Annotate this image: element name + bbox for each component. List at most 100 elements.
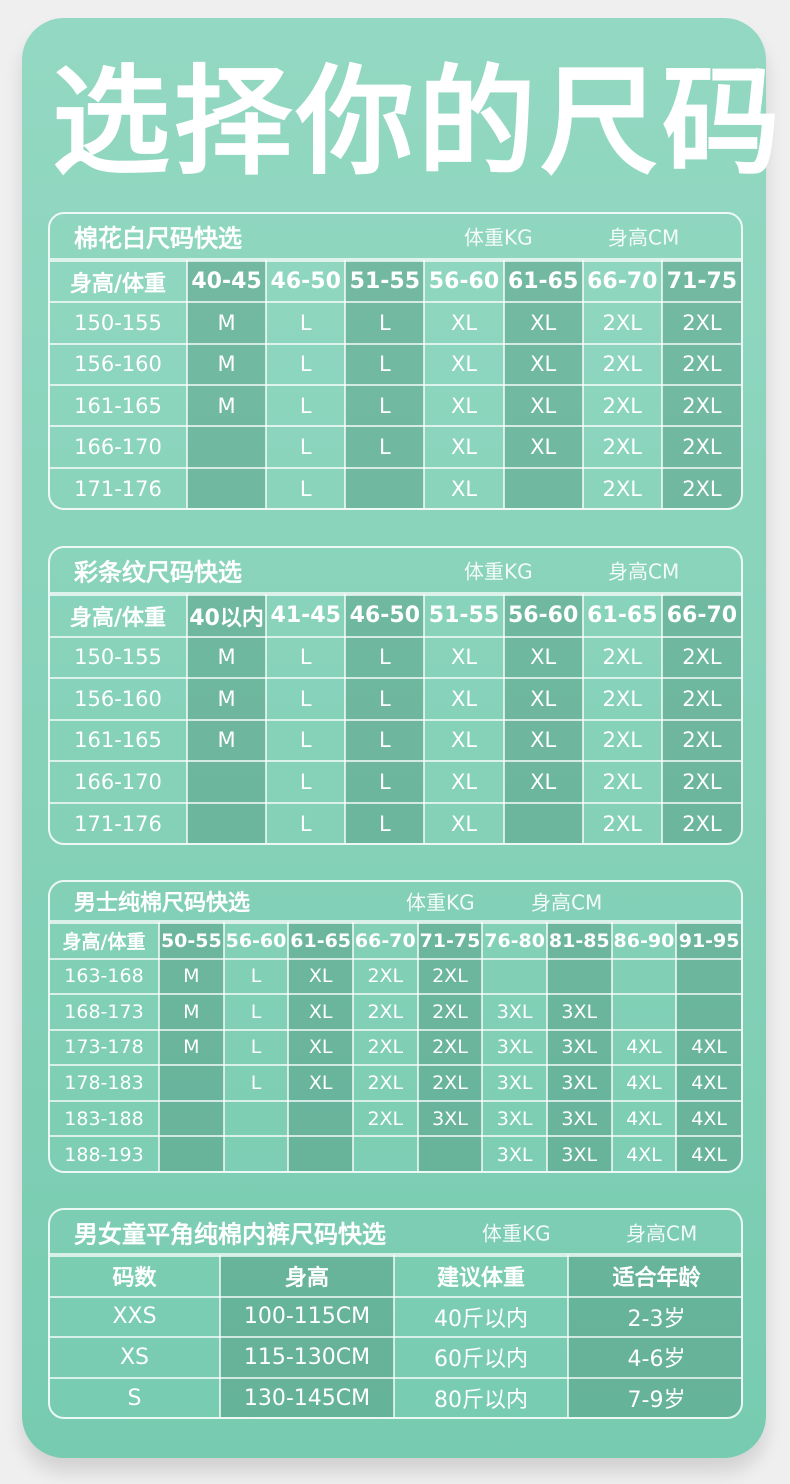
table-row: 150-155 M L L XL XL 2XL 2XL: [50, 635, 741, 679]
size-cell: L: [344, 801, 426, 843]
size-cell: L: [222, 993, 290, 1031]
size-cell: 2XL: [351, 1064, 419, 1102]
size-cell: [610, 993, 678, 1031]
size-cell: L: [344, 635, 426, 679]
row-label: 188-193: [50, 1135, 160, 1171]
row-label: 163-168: [50, 957, 160, 996]
size-cell: 2XL: [416, 957, 484, 996]
size-cell: XL: [423, 718, 505, 762]
page-title: 选择你的尺码: [52, 53, 785, 191]
size-cell: M: [185, 718, 268, 762]
size-cell: L: [265, 718, 347, 762]
column-header: 码数: [50, 1255, 221, 1298]
size-cell: [222, 1135, 290, 1171]
size-cell: [185, 760, 268, 804]
size-cell: XL: [287, 957, 354, 996]
column-header: 76-80: [481, 922, 548, 960]
column-header: 40以内: [185, 594, 268, 638]
size-cell: 4-6岁: [567, 1336, 741, 1379]
table-row: XXS 100-115CM 40斤以内 2-3岁: [50, 1295, 741, 1338]
table-row: 156-160 M L L XL XL 2XL 2XL: [50, 677, 741, 721]
size-cell: 3XL: [545, 1064, 613, 1102]
size-cell: XL: [287, 1028, 354, 1067]
size-cell: 4XL: [610, 1099, 678, 1138]
column-header: 66-70: [660, 594, 741, 638]
weight-unit-label: 体重KG: [482, 1221, 551, 1245]
size-cell: 3XL: [545, 1099, 613, 1138]
row-label: 166-170: [50, 760, 188, 804]
table-row: 178-183 L XL 2XL 2XL 3XL 3XL 4XL 4XL: [50, 1064, 741, 1102]
size-cell: 2XL: [660, 760, 741, 804]
row-label: 161-165: [50, 718, 188, 762]
row-label: 183-188: [50, 1099, 160, 1138]
size-cell: XL: [502, 718, 584, 762]
size-cell: L: [265, 801, 347, 843]
size-cell: 130-145CM: [219, 1376, 395, 1417]
column-header: 56-60: [222, 922, 290, 960]
row-label: S: [50, 1376, 221, 1417]
size-cell: 2XL: [581, 677, 663, 721]
size-cell: XL: [502, 760, 584, 804]
size-cell: [675, 957, 741, 996]
row-label: XS: [50, 1336, 221, 1379]
size-cell: 2XL: [660, 718, 741, 762]
size-cell: 2XL: [416, 993, 484, 1031]
column-header: 身高/体重: [50, 922, 160, 960]
size-cell: 2XL: [660, 466, 741, 508]
size-cell: 2XL: [660, 383, 741, 428]
size-cell: L: [265, 425, 347, 469]
size-table-3: 男士纯棉尺码快选 体重KG 身高CM 身高/体重 50-55 56-60 61-65 66-7…: [48, 880, 743, 1173]
size-cell: 2XL: [581, 425, 663, 469]
height-unit-label: 身高CM: [608, 559, 680, 584]
size-cell: L: [265, 301, 347, 345]
column-header: 身高/体重: [50, 259, 188, 304]
table-row: 166-170 L L XL XL 2XL 2XL: [50, 760, 741, 804]
size-cell: 3XL: [545, 993, 613, 1031]
table-title-bar: 彩条纹尺码快选 体重KG 身高CM: [50, 548, 741, 594]
size-cell: [158, 1064, 225, 1102]
size-cell: XL: [502, 677, 584, 721]
weight-unit-label: 体重KG: [406, 890, 475, 915]
table-title: 男士纯棉尺码快选: [74, 891, 251, 916]
size-cell: 60斤以内: [393, 1336, 569, 1379]
size-cell: 100-115CM: [219, 1295, 395, 1338]
size-cell: [185, 466, 268, 508]
table-title-bar: 棉花白尺码快选 体重KG 身高CM: [50, 214, 741, 260]
table-row: 166-170 L L XL XL 2XL 2XL: [50, 425, 741, 469]
size-cell: [344, 466, 426, 508]
size-cell: 4XL: [610, 1064, 678, 1102]
size-cell: 4XL: [675, 1099, 741, 1138]
size-table-2: 彩条纹尺码快选 体重KG 身高CM 身高/体重 40以内 41-45 46-50 51-55 5…: [48, 546, 743, 845]
header-row: 身高/体重 50-55 56-60 61-65 66-70 71-75 76-80 81-85…: [50, 922, 741, 960]
header-row: 身高/体重 40-45 46-50 51-55 56-60 61-65 66-70 71-75: [50, 259, 741, 304]
row-label: 178-183: [50, 1064, 160, 1102]
column-header: 适合年龄: [567, 1255, 741, 1298]
size-cell: L: [265, 677, 347, 721]
size-cell: 2XL: [581, 301, 663, 345]
column-header: 61-65: [287, 922, 354, 960]
column-header: 61-65: [581, 594, 663, 638]
size-cell: 2XL: [581, 718, 663, 762]
column-header: 51-55: [423, 594, 505, 638]
size-cell: [287, 1135, 354, 1171]
size-table-4: 男女童平角纯棉内裤尺码快选 体重KG 身高CM 码数 身高 建议体重 适合年龄 XXS 100-…: [48, 1208, 743, 1419]
size-table-grid: 身高/体重 50-55 56-60 61-65 66-70 71-75 76-80 81-85…: [50, 922, 741, 1171]
size-cell: 2XL: [351, 957, 419, 996]
size-cell: [481, 957, 548, 996]
height-unit-label: 身高CM: [626, 1221, 698, 1245]
row-label: 166-170: [50, 425, 188, 469]
row-label: 150-155: [50, 301, 188, 345]
height-unit-label: 身高CM: [608, 225, 680, 250]
size-cell: XL: [502, 342, 584, 386]
column-header: 91-95: [675, 922, 741, 960]
table-row: 161-165 M L L XL XL 2XL 2XL: [50, 718, 741, 762]
row-label: XXS: [50, 1295, 221, 1338]
size-cell: 2XL: [581, 342, 663, 386]
size-table-grid: 身高/体重 40以内 41-45 46-50 51-55 56-60 61-65 66-70 1…: [50, 594, 741, 843]
size-cell: L: [344, 677, 426, 721]
table-row: 161-165 M L L XL XL 2XL 2XL: [50, 383, 741, 428]
size-cell: 2XL: [351, 1028, 419, 1067]
size-cell: 7-9岁: [567, 1376, 741, 1417]
table-row: 156-160 M L L XL XL 2XL 2XL: [50, 342, 741, 386]
size-table-grid: 码数 身高 建议体重 适合年龄 XXS 100-115CM 40斤以内 2-3岁 XS 115-1…: [50, 1255, 741, 1417]
